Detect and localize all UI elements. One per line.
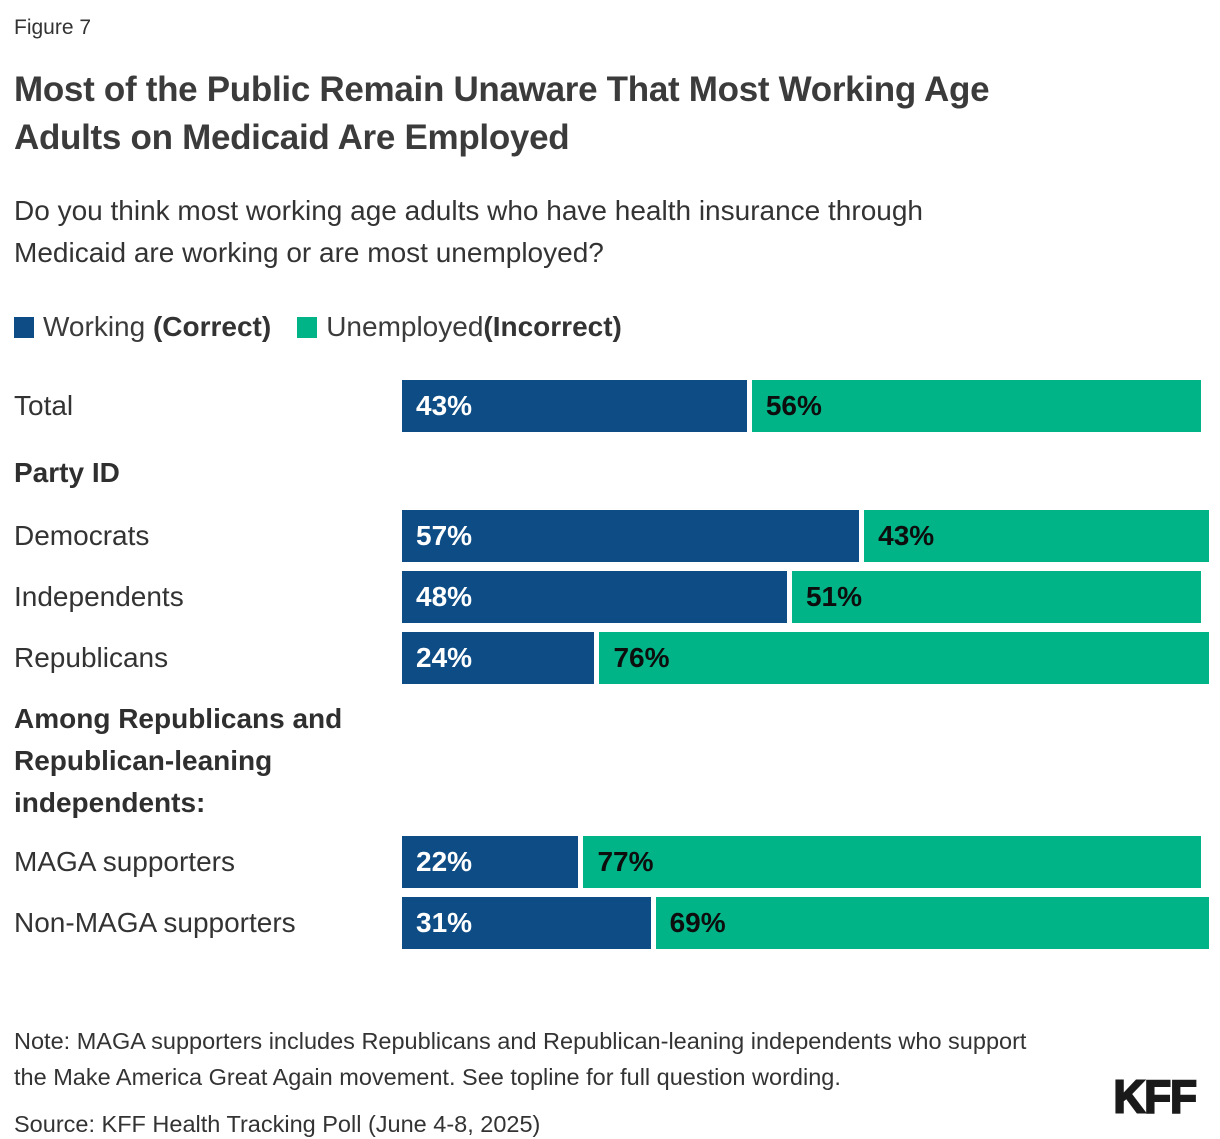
working-value-label: 24% xyxy=(416,642,473,673)
category-label: MAGA supporters xyxy=(14,846,235,877)
legend-item-working: Working (Correct) xyxy=(14,311,271,343)
unemployed-value-label: 69% xyxy=(669,907,726,938)
chart-row: Republicans 24% 76% xyxy=(14,632,1209,684)
category-label: Democrats xyxy=(14,520,150,551)
bar-group: 43% 56% xyxy=(402,380,1201,432)
category-label: Non-MAGA supporters xyxy=(14,907,296,938)
working-value-label: 43% xyxy=(416,390,473,421)
working-bar-segment: 48% xyxy=(402,571,787,623)
working-value-label: 22% xyxy=(416,846,473,877)
unemployed-value-label: 56% xyxy=(765,390,822,421)
unemployed-value-label: 43% xyxy=(878,520,935,551)
figure-label: Figure 7 xyxy=(14,16,92,39)
bar-group: 31% 69% xyxy=(402,897,1209,949)
working-bar-segment: 43% xyxy=(402,380,747,432)
unemployed-bar-segment: 43% xyxy=(864,510,1209,562)
chart-row: Democrats 57% 43% xyxy=(14,510,1209,562)
source-text: Source: KFF Health Tracking Poll (June 4… xyxy=(14,1111,541,1137)
category-label: Independents xyxy=(14,581,184,612)
chart-title: Most of the Public Remain Unaware That M… xyxy=(14,70,990,157)
note-text: Note: MAGA supporters includes Republica… xyxy=(14,1028,1027,1090)
bar-group: 57% 43% xyxy=(402,510,1209,562)
unemployed-value-label: 76% xyxy=(613,642,670,673)
chart-row: Non-MAGA supporters 31% 69% xyxy=(14,897,1209,949)
unemployed-bar-segment: 69% xyxy=(655,897,1209,949)
survey-question: Do you think most working age adults who… xyxy=(14,195,923,268)
category-label: Republicans xyxy=(14,642,169,673)
working-value-label: 57% xyxy=(416,520,473,551)
bar-group: 22% 77% xyxy=(402,836,1201,888)
unemployed-bar-segment: 77% xyxy=(583,836,1201,888)
working-value-label: 48% xyxy=(416,581,473,612)
chart-row: Total 43% 56% xyxy=(14,380,1206,432)
unemployed-value-label: 51% xyxy=(805,581,862,612)
working-value-label: 31% xyxy=(416,907,473,938)
unemployed-bar-segment: 76% xyxy=(599,632,1209,684)
unemployed-value-label: 77% xyxy=(597,846,654,877)
bar-group: 48% 51% xyxy=(402,571,1201,623)
legend-label: Working (Correct) xyxy=(43,311,272,342)
unemployed-color-swatch xyxy=(297,316,318,338)
unemployed-bar-segment: 56% xyxy=(751,380,1201,432)
bar-group: 24% 76% xyxy=(402,632,1209,684)
working-bar-segment: 31% xyxy=(402,897,651,949)
working-color-swatch xyxy=(14,316,34,338)
working-bar-segment: 57% xyxy=(402,510,860,562)
legend: Working (Correct) Unemployed(Incorrect) xyxy=(14,310,1206,344)
working-bar-segment: 24% xyxy=(402,632,595,684)
unemployed-bar-segment: 51% xyxy=(791,571,1201,623)
section-header-row: Among Republicans and Republican-leaning… xyxy=(14,698,1206,824)
category-label: Total xyxy=(14,390,74,421)
working-bar-segment: 22% xyxy=(402,836,579,888)
kff-logo: KFF xyxy=(1112,1070,1198,1124)
legend-item-unemployed: Unemployed(Incorrect) xyxy=(297,311,622,343)
section-header: Party ID xyxy=(14,457,120,488)
section-header-row: Party ID xyxy=(14,452,1206,494)
legend-label: Unemployed(Incorrect) xyxy=(326,311,622,342)
chart-row: Independents 48% 51% xyxy=(14,571,1206,623)
section-header: Among Republicans and Republican-leaning… xyxy=(14,703,343,818)
chart: Total 43% 56% Party ID Democrats 57% 43% Indepe… xyxy=(14,380,1209,949)
chart-row: MAGA supporters 22% 77% xyxy=(14,836,1206,888)
